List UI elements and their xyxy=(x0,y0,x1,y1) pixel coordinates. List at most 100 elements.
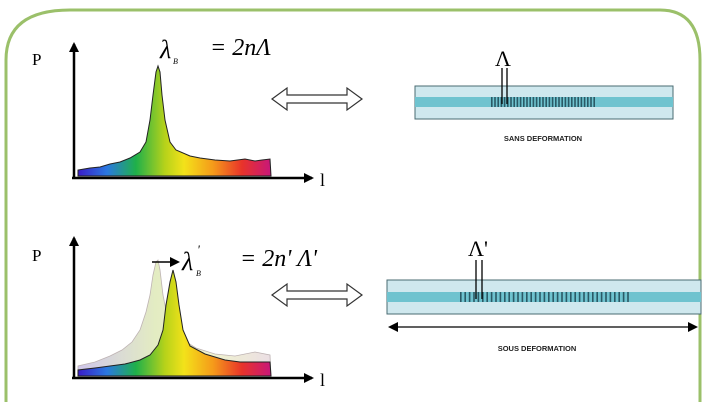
grating-line xyxy=(558,97,560,107)
grating-line xyxy=(618,292,620,302)
grating-line xyxy=(523,97,525,107)
grating-line xyxy=(490,292,493,302)
bottom-y-label: P xyxy=(32,246,41,265)
grating-line xyxy=(526,292,528,302)
grating-line xyxy=(555,97,557,107)
grating-line xyxy=(592,292,594,302)
grating-line xyxy=(596,292,598,302)
grating-line xyxy=(482,292,484,302)
length-arrow-left-head xyxy=(388,322,398,332)
grating-line xyxy=(574,97,576,107)
top-spectrum-curve xyxy=(77,64,272,177)
frame-border xyxy=(4,8,702,402)
grating-line xyxy=(497,97,499,107)
grating-line xyxy=(570,292,572,302)
grating-line xyxy=(494,97,496,107)
grating-line xyxy=(548,292,550,302)
top-y-label: P xyxy=(32,50,41,69)
grating-line xyxy=(542,97,544,107)
grating-line xyxy=(486,292,488,302)
bottom-formula-rhs: = 2n' Λ' xyxy=(240,246,318,272)
bottom-formula-subscript: B xyxy=(196,269,201,278)
grating-line xyxy=(517,292,519,302)
grating-line xyxy=(574,292,576,302)
grating-line xyxy=(583,292,585,302)
top-caption: SANS DEFORMATION xyxy=(504,134,582,143)
grating-line xyxy=(503,97,506,107)
grating-line xyxy=(587,97,589,107)
grating-line xyxy=(552,292,554,302)
grating-line xyxy=(627,292,629,302)
grating-line xyxy=(587,292,590,302)
grating-line xyxy=(565,292,568,302)
grating-line xyxy=(507,97,509,107)
bottom-x-label: l xyxy=(320,370,325,390)
grating-line xyxy=(605,292,607,302)
grating-line xyxy=(529,97,531,107)
grating-line xyxy=(561,97,563,107)
grating-line xyxy=(477,292,480,302)
bottom-panel: P l λ ' B = 2n' Λ' Λ' SOUS DEFORMATION xyxy=(32,236,702,390)
top-panel: P l λ B = 2nΛ Λ SANS DEFORMATION xyxy=(32,35,674,190)
grating-line xyxy=(508,292,510,302)
top-formula-lambda: λ xyxy=(159,35,171,64)
top-formula-subscript: B xyxy=(173,57,178,66)
grating-line xyxy=(571,97,573,107)
grating-line xyxy=(590,97,592,107)
grating-line xyxy=(526,97,528,107)
grating-line xyxy=(539,97,541,107)
grating-line xyxy=(460,292,462,302)
top-x-label: l xyxy=(320,170,325,190)
grating-line xyxy=(567,97,570,107)
grating-line xyxy=(609,292,612,302)
grating-line xyxy=(473,292,475,302)
grating-line xyxy=(578,292,581,302)
grating-line xyxy=(622,292,625,302)
grating-line xyxy=(600,292,603,302)
grating-line xyxy=(516,97,519,107)
grating-line xyxy=(530,292,532,302)
grating-line xyxy=(464,292,466,302)
grating-line xyxy=(551,97,554,107)
grating-line xyxy=(561,292,563,302)
bottom-grating xyxy=(460,292,629,302)
length-arrow-right-head xyxy=(688,322,698,332)
grating-line xyxy=(499,292,502,302)
top-double-arrow xyxy=(270,86,364,112)
grating-line xyxy=(564,97,567,107)
bottom-shifted-spectrum xyxy=(77,269,272,377)
grating-line xyxy=(504,292,506,302)
grating-line xyxy=(532,97,535,107)
grating-line xyxy=(491,97,493,107)
grating-line xyxy=(512,292,515,302)
grating-line xyxy=(583,97,586,107)
grating-line xyxy=(521,292,524,302)
grating-line xyxy=(534,292,537,302)
bottom-period-label: Λ' xyxy=(468,236,488,261)
grating-line xyxy=(580,97,583,107)
top-formula-rhs: = 2nΛ xyxy=(210,35,271,61)
grating-line xyxy=(510,97,512,107)
grating-line xyxy=(577,97,579,107)
grating-line xyxy=(593,97,595,107)
bottom-double-arrow xyxy=(270,282,364,308)
grating-line xyxy=(539,292,541,302)
bottom-original-spectrum xyxy=(77,259,272,377)
bottom-caption: SOUS DEFORMATION xyxy=(498,344,577,353)
grating-line xyxy=(614,292,616,302)
grating-line xyxy=(519,97,522,107)
top-grating xyxy=(491,97,595,107)
grating-line xyxy=(535,97,538,107)
top-period-label: Λ xyxy=(495,46,511,71)
grating-line xyxy=(556,292,559,302)
bottom-formula-prime: ' xyxy=(197,242,200,257)
top-fiber-core xyxy=(415,97,673,107)
grating-line xyxy=(543,292,546,302)
grating-line xyxy=(545,97,547,107)
grating-line xyxy=(513,97,515,107)
bottom-formula-lambda: λ xyxy=(181,247,193,276)
grating-line xyxy=(495,292,497,302)
grating-line xyxy=(468,292,471,302)
grating-line xyxy=(548,97,551,107)
